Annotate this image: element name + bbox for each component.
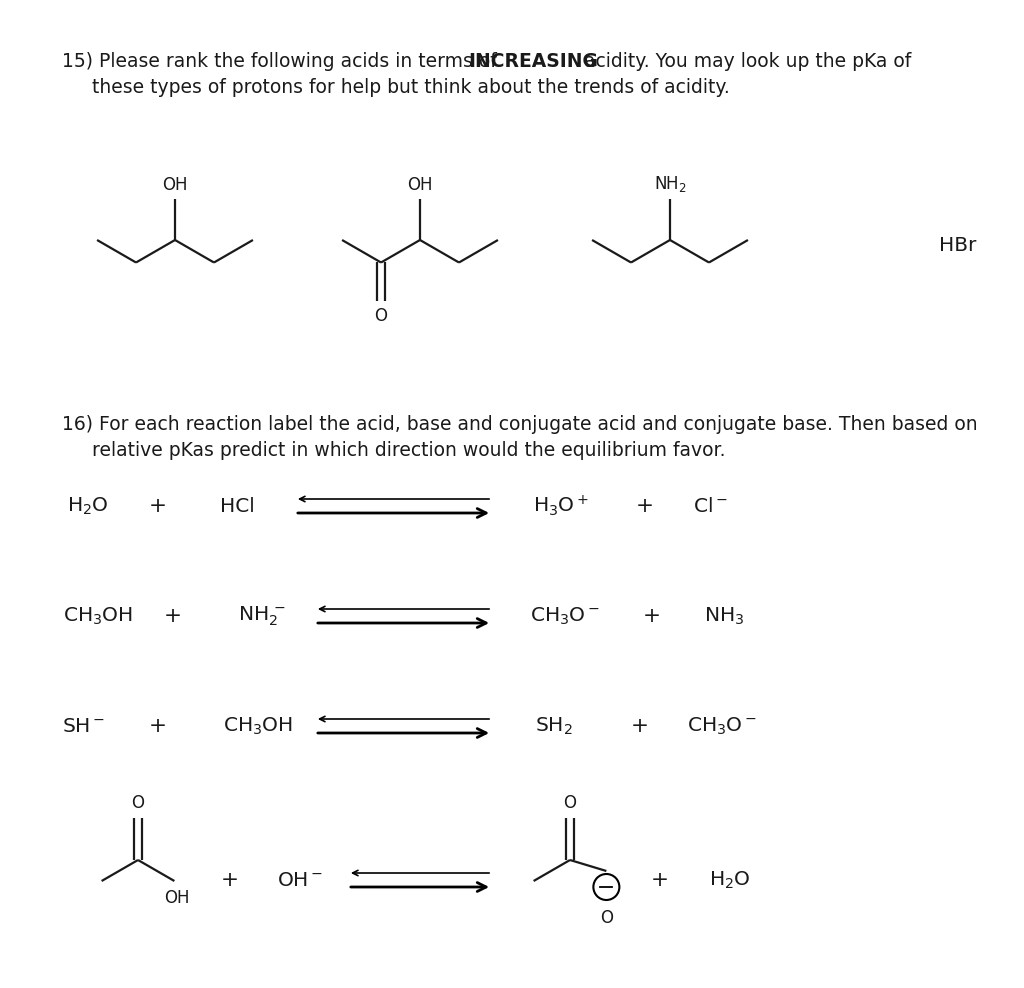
Text: O: O	[600, 909, 613, 927]
Text: NH$_2$: NH$_2$	[653, 174, 686, 194]
Text: +: +	[636, 496, 654, 516]
Text: $\mathrm{NH_2^{\,-}}$: $\mathrm{NH_2^{\,-}}$	[239, 605, 286, 627]
Text: acidity. You may look up the pKa of: acidity. You may look up the pKa of	[578, 52, 911, 71]
Text: 16) For each reaction label the acid, base and conjugate acid and conjugate base: 16) For each reaction label the acid, ba…	[62, 415, 978, 434]
Text: +: +	[150, 496, 167, 516]
Text: HBr: HBr	[939, 235, 977, 255]
Text: 15) Please rank the following acids in terms of: 15) Please rank the following acids in t…	[62, 52, 503, 71]
Text: INCREASING: INCREASING	[468, 52, 598, 71]
Text: +: +	[150, 716, 167, 736]
Text: HCl: HCl	[219, 497, 254, 516]
Text: $\mathrm{SH_2}$: $\mathrm{SH_2}$	[536, 715, 572, 737]
Text: +: +	[643, 606, 662, 626]
Text: $\mathrm{CH_3OH}$: $\mathrm{CH_3OH}$	[223, 715, 293, 737]
Text: O: O	[563, 794, 577, 812]
Text: $\mathrm{OH^-}$: $\mathrm{OH^-}$	[276, 870, 324, 889]
Text: $\mathrm{CH_3O^-}$: $\mathrm{CH_3O^-}$	[530, 606, 600, 626]
Text: O: O	[375, 306, 387, 325]
Text: $\mathrm{Cl^-}$: $\mathrm{Cl^-}$	[692, 497, 727, 516]
Text: +: +	[651, 870, 669, 890]
Text: OH: OH	[162, 176, 187, 194]
Text: $\mathrm{SH^-}$: $\mathrm{SH^-}$	[62, 716, 105, 735]
Text: $\mathrm{NH_3}$: $\mathrm{NH_3}$	[703, 606, 744, 626]
Text: OH: OH	[408, 176, 433, 194]
Text: +: +	[164, 606, 182, 626]
Text: +: +	[221, 870, 239, 890]
Text: these types of protons for help but think about the trends of acidity.: these types of protons for help but thin…	[92, 78, 730, 97]
Text: $\mathrm{CH_3O^-}$: $\mathrm{CH_3O^-}$	[687, 715, 757, 737]
Text: OH: OH	[165, 889, 190, 907]
Text: relative pKas predict in which direction would the equilibrium favor.: relative pKas predict in which direction…	[92, 441, 725, 460]
Text: +: +	[631, 716, 649, 736]
Text: $\mathrm{H_3O^+}$: $\mathrm{H_3O^+}$	[534, 494, 589, 519]
Text: $\mathrm{CH_3OH}$: $\mathrm{CH_3OH}$	[63, 606, 133, 626]
Text: $\mathrm{H_2O}$: $\mathrm{H_2O}$	[68, 495, 109, 517]
Text: $\mathrm{H_2O}$: $\mathrm{H_2O}$	[710, 869, 751, 890]
Text: O: O	[131, 794, 144, 812]
